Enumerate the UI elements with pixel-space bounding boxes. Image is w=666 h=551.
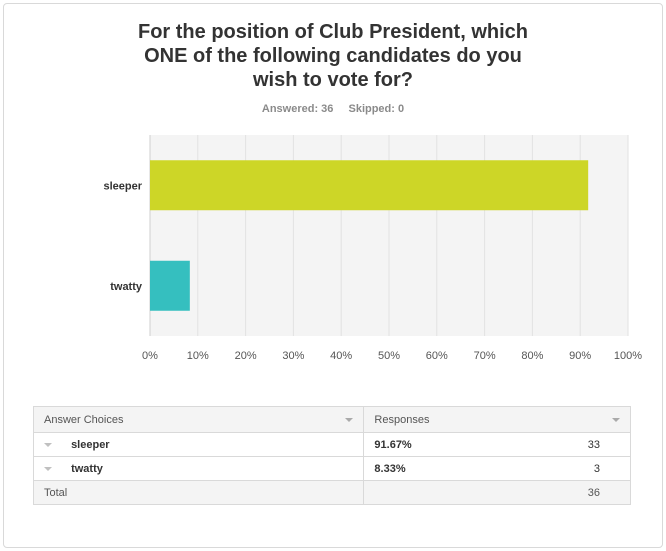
bar-twatty[interactable] [150,260,190,311]
title-line-1: For the position of Club President, whic… [138,21,528,43]
title-line-2: ONE of the following candidates do you [144,45,522,67]
category-label: twatty [110,281,143,293]
sort-caret-icon[interactable] [612,418,620,422]
responses-header[interactable]: Responses [363,406,631,433]
expand-caret-icon[interactable] [44,466,52,471]
total-count: 36 [587,486,600,499]
response-count: 3 [593,462,600,475]
total-label: Total [32,480,365,505]
x-tick-label: 90% [569,350,591,362]
bar-chart: 0% 10% 20% 30% 40% 50% 60% 70% 80% 90% 100% sleeper… [103,135,642,362]
response-stats: Answered: 36 Skipped: 0 [0,103,666,115]
category-label: sleeper [103,180,142,192]
response-percent: 91.67% [374,438,412,451]
table-total-row: Total 36 [32,480,631,505]
table-row: twatty 8.33% 3 [32,456,631,481]
response-table: Answer Choices Responses sleeper 91.67% … [32,406,631,505]
title-line-3: wish to vote for? [253,69,413,91]
x-tick-label: 70% [474,350,496,362]
bar-sleeper[interactable] [150,160,589,211]
table-header: Answer Choices Responses [32,406,631,433]
x-tick-label: 0% [142,350,158,362]
choice-label: twatty [71,462,103,475]
question-title: For the position of Club President, whic… [0,20,666,92]
choice-label: sleeper [71,438,110,451]
x-tick-label: 30% [282,350,304,362]
response-count: 33 [587,438,600,451]
x-tick-label: 100% [614,350,642,362]
skipped-count: Skipped: 0 [348,103,405,115]
x-tick-label: 60% [426,350,448,362]
answer-choices-header[interactable]: Answer Choices [32,406,365,433]
x-tick-label: 10% [187,350,209,362]
x-tick-label: 40% [330,350,352,362]
x-tick-label: 50% [378,350,400,362]
table-row: sleeper 91.67% 33 [32,432,631,457]
response-percent: 8.33% [374,462,406,475]
x-tick-label: 80% [521,350,543,362]
answered-count: Answered: 36 [261,103,334,115]
x-tick-label: 20% [235,350,257,362]
expand-caret-icon[interactable] [44,442,52,447]
sort-caret-icon[interactable] [345,418,354,422]
